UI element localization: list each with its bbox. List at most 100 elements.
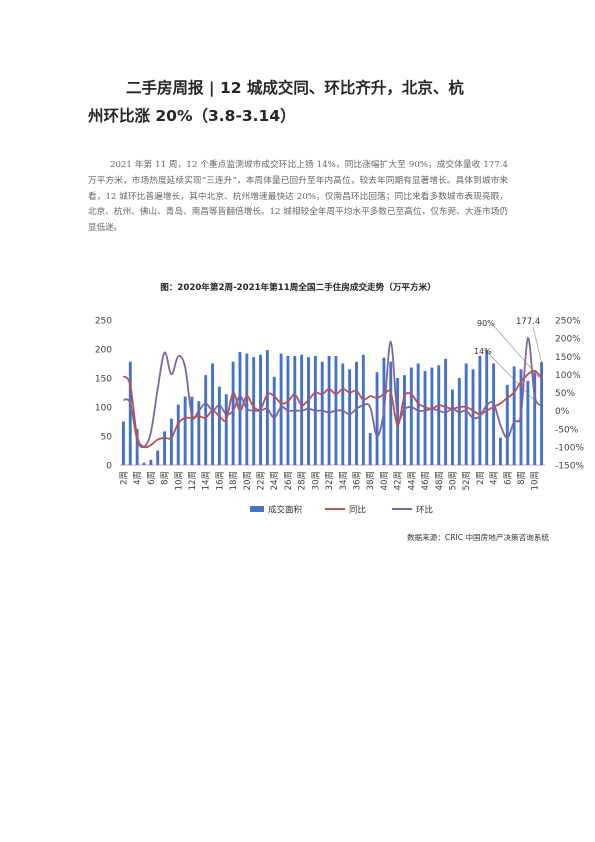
bar-成交面积 <box>307 357 310 465</box>
bar-成交面积 <box>423 371 427 465</box>
x-axis-tick-label: 8周 <box>517 471 527 485</box>
bar-成交面积 <box>135 429 139 465</box>
right-axis-tick-label: 250% <box>555 317 581 327</box>
bar-成交面积 <box>533 372 537 465</box>
x-axis-tick-label: 48周 <box>435 471 445 490</box>
annotation-volume: 177.4 <box>516 317 540 327</box>
bar-成交面积 <box>341 363 345 465</box>
bar-成交面积 <box>409 367 413 465</box>
transaction-trend-chart: 0 50 100 150 200 250 -150% -100% -50% 0% 50% 100% 15… <box>95 317 585 516</box>
article-paragraph: 2021 年第 11 周，12 个重点监测城市成交环比上扬 14%，同比涨幅扩大… <box>88 158 508 237</box>
annotation-yoy-leader <box>492 324 540 379</box>
bar-成交面积 <box>375 372 379 465</box>
x-axis-tick-label: 40周 <box>380 471 390 490</box>
x-axis-tick-label: 30周 <box>311 471 321 490</box>
bar-成交面积 <box>512 366 516 465</box>
bar-成交面积 <box>156 450 160 465</box>
article-paragraph-text: 2021 年第 11 周，12 个重点监测城市成交环比上扬 14%，同比涨幅扩大… <box>88 160 508 234</box>
bar-成交面积 <box>169 418 173 465</box>
x-axis-tick-label: 14周 <box>202 471 212 490</box>
x-axis-tick-label: 2周 <box>119 471 129 485</box>
x-axis-tick-label: 34周 <box>339 471 349 490</box>
chart-title: 图：2020年第2周-2021年第11周全国二手住房成交走势（万平方米） <box>160 283 436 293</box>
x-axis-tick-label: 52周 <box>462 471 472 490</box>
x-axis-tick-label: 18周 <box>229 471 239 490</box>
right-axis-tick-label: 50% <box>555 389 575 399</box>
x-axis-tick-label: 42周 <box>394 471 404 490</box>
x-axis-tick-label: 28周 <box>298 471 308 490</box>
annotation-mom-leader <box>487 352 540 406</box>
bar-成交面积 <box>355 361 358 465</box>
x-axis-tick-label: 12周 <box>188 471 198 490</box>
bar-成交面积 <box>320 361 324 465</box>
bar-成交面积 <box>197 401 201 465</box>
bar-成交面积 <box>540 362 544 465</box>
bar-成交面积 <box>437 365 441 465</box>
article-title: 二手房周报 | 12 城成交同、环比齐升，北京、杭 州环比涨 20%（3.8-3… <box>88 74 518 130</box>
bar-成交面积 <box>183 396 187 465</box>
annotation-volume-leader <box>532 326 542 363</box>
left-axis-tick-label: 150 <box>95 375 112 385</box>
x-axis-tick-label: 2周 <box>476 471 486 485</box>
bar-成交面积 <box>526 380 530 465</box>
bar-成交面积 <box>505 384 509 465</box>
x-axis-tick-label: 26周 <box>284 471 294 490</box>
right-axis-tick-label: -150% <box>555 462 584 472</box>
left-axis-tick-label: 200 <box>95 346 112 356</box>
article-title-line2: 州环比涨 20%（3.8-3.14） <box>88 107 296 125</box>
x-axis-tick-label: 16周 <box>215 471 225 490</box>
x-axis-tick-label: 4周 <box>490 471 500 485</box>
x-axis-tick-label: 50周 <box>448 471 458 490</box>
x-axis-tick-label: 22周 <box>257 471 267 490</box>
left-axis-tick-label: 250 <box>95 317 112 327</box>
right-axis-tick-label: -100% <box>555 443 584 453</box>
bar-成交面积 <box>163 431 166 465</box>
x-axis-tick-label: 38周 <box>366 471 376 490</box>
x-axis-tick-label: 36周 <box>352 471 362 490</box>
bar-成交面积 <box>396 378 400 465</box>
left-axis-tick-label: 0 <box>106 462 112 472</box>
bar-成交面积 <box>499 437 502 465</box>
bar-成交面积 <box>238 351 242 465</box>
bar-成交面积 <box>142 462 146 465</box>
bar-成交面积 <box>464 363 468 465</box>
bar-成交面积 <box>272 376 276 465</box>
x-axis-tick-label: 10周 <box>531 471 541 490</box>
bar-成交面积 <box>485 350 489 465</box>
bar-成交面积 <box>265 350 269 465</box>
legend-label-成交面积: 成交面积 <box>268 505 303 516</box>
x-axis-tick-label: 4周 <box>133 471 143 485</box>
bar-成交面积 <box>204 375 208 465</box>
right-axis-tick-label: 100% <box>555 371 581 381</box>
data-source-note: 数据来源：CRIC 中国房地产决策咨询系统 <box>406 533 549 542</box>
annotation-mom: 14% <box>474 347 492 356</box>
bar-成交面积 <box>217 386 221 465</box>
legend-label-同比: 同比 <box>349 505 366 516</box>
bar-成交面积 <box>389 361 393 465</box>
bar-成交面积 <box>416 363 420 465</box>
x-axis-tick-label: 8周 <box>161 471 171 485</box>
right-axis-tick-label: 150% <box>555 353 581 363</box>
legend-label-环比: 环比 <box>416 505 433 516</box>
x-axis-tick-label: 44周 <box>407 471 417 490</box>
article-title-line1: 二手房周报 | 12 城成交同、环比齐升，北京、杭 <box>126 79 464 97</box>
x-axis-tick-label: 32周 <box>325 471 335 490</box>
legend-swatch-成交面积 <box>250 506 264 512</box>
x-axis-tick-label: 6周 <box>503 471 513 485</box>
bar-成交面积 <box>211 363 214 465</box>
bar-成交面积 <box>231 361 235 465</box>
bar-成交面积 <box>279 353 283 465</box>
bar-成交面积 <box>190 396 194 465</box>
bar-成交面积 <box>457 378 461 465</box>
bar-成交面积 <box>403 375 406 465</box>
bar-成交面积 <box>478 355 482 465</box>
bar-成交面积 <box>348 369 352 465</box>
bar-成交面积 <box>128 361 132 465</box>
bar-成交面积 <box>327 355 331 465</box>
x-axis-tick-label: 10周 <box>174 471 184 490</box>
bar-成交面积 <box>121 421 125 465</box>
annotation-yoy: 90% <box>477 319 495 328</box>
bar-成交面积 <box>224 394 228 465</box>
left-axis-tick-label: 50 <box>101 433 113 443</box>
x-axis-tick-label: 46周 <box>421 471 431 490</box>
